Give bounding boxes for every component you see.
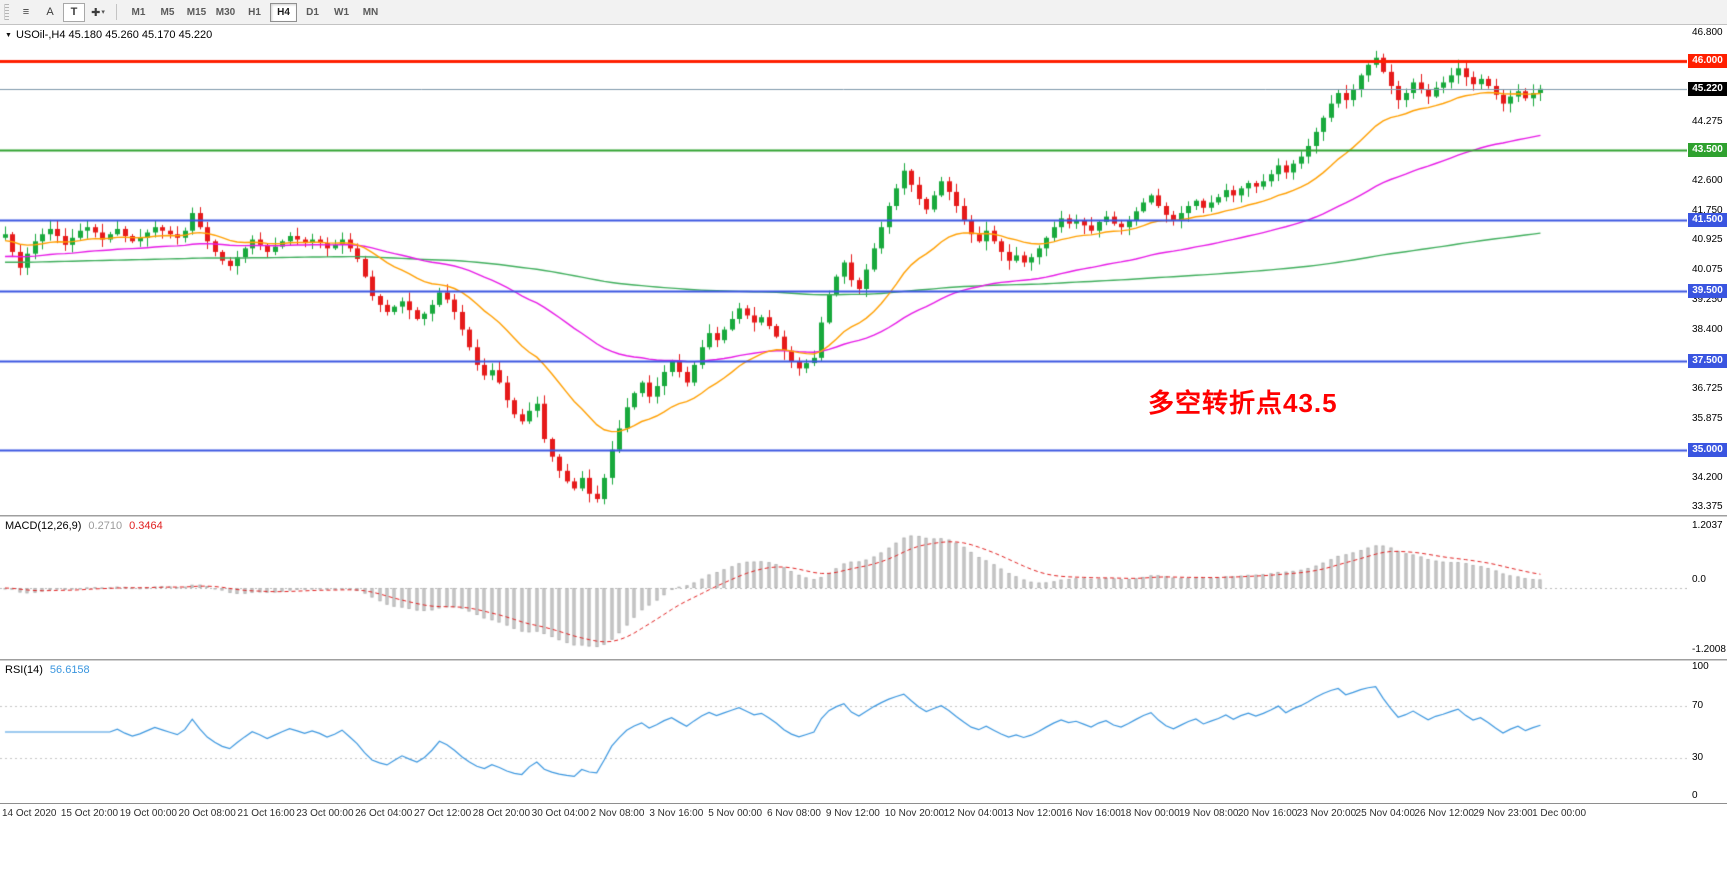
timeframe-button-d1[interactable]: D1 bbox=[299, 3, 326, 22]
macd-axis-tick: 1.2037 bbox=[1692, 520, 1723, 531]
price-axis-tick: 40.075 bbox=[1692, 264, 1723, 276]
time-axis-label: 18 Nov 00:00 bbox=[1120, 808, 1180, 819]
hline-price-badge: 41.500 bbox=[1688, 213, 1727, 228]
macd-axis-tick: 0.0 bbox=[1692, 574, 1706, 585]
triangle-down-icon: ▼ bbox=[5, 31, 12, 39]
time-axis-label: 1 Dec 00:00 bbox=[1532, 808, 1587, 819]
time-axis-label: 10 Nov 20:00 bbox=[884, 808, 945, 819]
time-axis-label: 29 Nov 23:00 bbox=[1473, 808, 1533, 819]
price-axis-tick: 35.875 bbox=[1692, 412, 1723, 424]
hline-price-badge: 35.000 bbox=[1688, 442, 1727, 457]
panel-splitter[interactable] bbox=[0, 515, 1727, 517]
rsi-axis-tick: 30 bbox=[1692, 752, 1704, 763]
time-axis-label: 19 Oct 00:00 bbox=[119, 808, 177, 819]
time-axis-label: 20 Oct 08:00 bbox=[178, 808, 236, 819]
timeframe-group: M1 M5 M15 M30 H1 H4 D1 W1 MN bbox=[124, 2, 385, 22]
time-axis-label: 13 Nov 12:00 bbox=[1002, 808, 1062, 819]
price-axis-tick: 46.800 bbox=[1692, 27, 1723, 38]
price-axis-tick: 39.250 bbox=[1692, 293, 1723, 305]
chevron-down-icon: ▾ bbox=[101, 9, 105, 16]
bottom-spacer bbox=[0, 824, 1727, 892]
time-axis-label: 6 Nov 08:00 bbox=[767, 808, 821, 819]
timeframe-button-m15[interactable]: M15 bbox=[183, 3, 210, 22]
crosshair-icon: ✚ bbox=[91, 6, 101, 19]
time-axis[interactable]: 14 Oct 2020 15 Oct 20:00 19 Oct 00:00 20 Oc… bbox=[0, 803, 1727, 824]
toolbar-grip-icon[interactable] bbox=[4, 4, 9, 20]
timeframe-button-m30[interactable]: M30 bbox=[212, 3, 239, 22]
text-tool-button[interactable]: T bbox=[63, 2, 85, 22]
price-axis-tick: 38.400 bbox=[1692, 323, 1723, 335]
price-axis-tick: 42.600 bbox=[1692, 175, 1723, 187]
chart-annotation-text: 多空转折点43.5 bbox=[1148, 388, 1338, 418]
price-axis-tick: 36.725 bbox=[1692, 382, 1723, 394]
macd-panel: MACD(12,26,9) 0.2710 0.3464 1.2037 0.0 -1.20… bbox=[0, 517, 1727, 659]
rsi-value: 56.6158 bbox=[49, 664, 90, 676]
hline-price-badge: 37.500 bbox=[1688, 354, 1727, 369]
toolbar-separator bbox=[116, 4, 117, 20]
price-axis-tick: 33.375 bbox=[1692, 501, 1723, 512]
time-axis-label: 25 Nov 04:00 bbox=[1355, 808, 1416, 819]
timeframe-button-w1[interactable]: W1 bbox=[328, 3, 355, 22]
time-axis-label: 23 Oct 00:00 bbox=[296, 808, 354, 819]
time-axis-label: 26 Oct 04:00 bbox=[355, 808, 413, 819]
timeframe-button-h1[interactable]: H1 bbox=[241, 3, 268, 22]
hline-price-badge: 46.000 bbox=[1688, 54, 1727, 69]
time-axis-label: 20 Nov 16:00 bbox=[1237, 808, 1298, 819]
price-axis-tick: 40.925 bbox=[1692, 234, 1723, 246]
macd-label: MACD(12,26,9) bbox=[5, 520, 82, 532]
current-price-badge: 45.220 bbox=[1688, 81, 1727, 96]
time-axis-label: 9 Nov 12:00 bbox=[825, 808, 880, 819]
rsi-axis-tick: 100 bbox=[1692, 661, 1709, 672]
price-axis-tick: 34.200 bbox=[1692, 471, 1723, 483]
time-axis-label: 12 Nov 04:00 bbox=[943, 808, 1004, 819]
rsi-label: RSI(14) bbox=[5, 664, 43, 676]
rsi-axis-tick: 0 bbox=[1692, 790, 1698, 801]
timeframe-button-mn[interactable]: MN bbox=[357, 3, 384, 22]
price-chart-panel: ▼ USOil-,H4 45.180 45.260 45.170 45.220 … bbox=[0, 25, 1727, 515]
bars-icon-button[interactable]: ≡ bbox=[15, 3, 37, 22]
time-axis-label: 19 Nov 08:00 bbox=[1179, 808, 1239, 819]
time-axis-label: 27 Oct 12:00 bbox=[413, 808, 472, 819]
price-chart-canvas[interactable] bbox=[0, 25, 1687, 515]
macd-signal-value: 0.3464 bbox=[129, 520, 163, 532]
bars-icon: ≡ bbox=[22, 6, 30, 18]
cursor-tool-button[interactable]: A bbox=[39, 3, 61, 22]
rsi-canvas[interactable] bbox=[0, 661, 1687, 803]
macd-header: MACD(12,26,9) 0.2710 0.3464 bbox=[5, 520, 163, 532]
rsi-header: RSI(14) 56.6158 bbox=[5, 664, 90, 676]
time-axis-label: 21 Oct 16:00 bbox=[237, 808, 295, 819]
text-tool-label: T bbox=[70, 6, 78, 18]
macd-canvas[interactable] bbox=[0, 517, 1687, 659]
time-axis-label: 16 Nov 16:00 bbox=[1061, 808, 1121, 819]
price-axis-tick: 44.275 bbox=[1692, 116, 1723, 128]
time-axis-label: 30 Oct 04:00 bbox=[531, 808, 589, 819]
macd-main-value: 0.2710 bbox=[88, 520, 123, 532]
time-axis-label: 28 Oct 20:00 bbox=[472, 808, 531, 819]
hline-price-badge: 43.500 bbox=[1688, 142, 1727, 157]
time-axis-label: 3 Nov 16:00 bbox=[649, 808, 704, 819]
price-axis-tick: 41.750 bbox=[1692, 205, 1723, 217]
timeframe-button-m1[interactable]: M1 bbox=[125, 3, 152, 22]
rsi-panel: RSI(14) 56.6158 100 70 30 0 bbox=[0, 661, 1727, 803]
crosshair-dropdown-button[interactable]: ✚ ▾ bbox=[87, 3, 109, 22]
timeframe-button-h4[interactable]: H4 bbox=[270, 2, 297, 22]
chart-toolbar: ≡ A T ✚ ▾ M1 M5 M15 M30 H1 H4 D1 W1 MN bbox=[0, 0, 1727, 25]
rsi-axis-tick: 70 bbox=[1692, 700, 1704, 711]
cursor-tool-label: A bbox=[46, 6, 54, 18]
timeframe-button-m5[interactable]: M5 bbox=[154, 3, 181, 22]
hline-price-badge: 39.500 bbox=[1688, 283, 1727, 298]
time-axis-label: 5 Nov 00:00 bbox=[708, 808, 763, 819]
time-axis-label: 23 Nov 20:00 bbox=[1296, 808, 1357, 819]
time-axis-label: 15 Oct 20:00 bbox=[60, 808, 119, 819]
panel-splitter[interactable] bbox=[0, 659, 1727, 661]
symbol-quote-text: USOil-,H4 45.180 45.260 45.170 45.220 bbox=[15, 29, 213, 41]
time-axis-label: 14 Oct 2020 bbox=[2, 808, 57, 819]
time-axis-label: 2 Nov 08:00 bbox=[590, 808, 645, 819]
macd-axis-tick: -1.2008 bbox=[1692, 644, 1726, 655]
symbol-quote-header: ▼ USOil-,H4 45.180 45.260 45.170 45.220 bbox=[5, 29, 212, 41]
time-axis-label: 26 Nov 12:00 bbox=[1414, 808, 1474, 819]
